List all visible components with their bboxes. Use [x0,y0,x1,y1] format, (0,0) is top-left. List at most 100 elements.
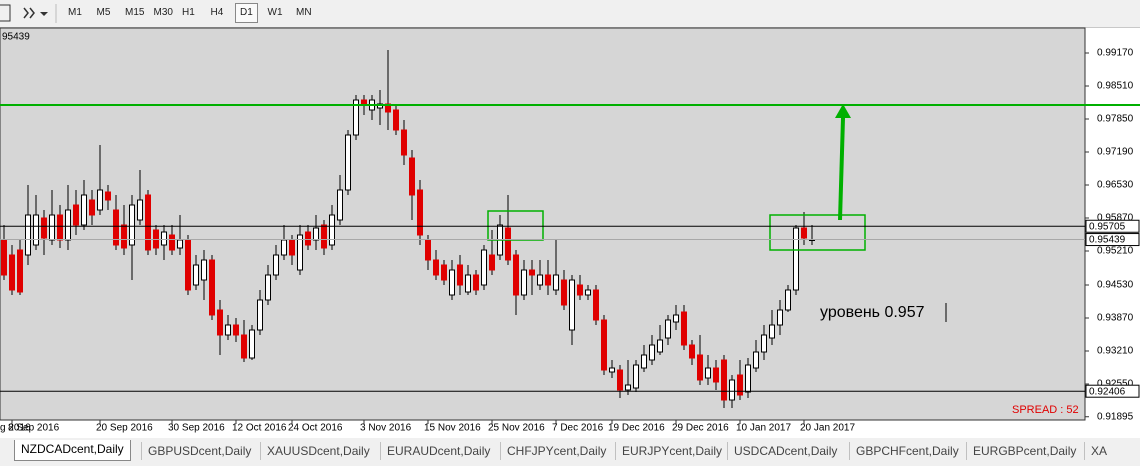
timeframe-button[interactable]: H4 [210,7,224,18]
candle-body [649,344,655,361]
chart-tab[interactable]: USDCADcent,Daily [727,442,843,460]
candle-body [73,204,79,226]
candle-body [105,191,111,201]
annotation: уровень 0.957 [820,304,925,321]
chart-tab[interactable]: XA [1084,442,1113,460]
candle-body [337,189,343,221]
candle-body [641,354,647,369]
candle-body [617,369,623,391]
candle-body [393,109,399,131]
candle-body [281,239,287,256]
candle-body [217,309,223,336]
level-label: 0.95439 [1089,235,1126,246]
arrow-head [835,104,851,118]
candle-body [577,284,583,296]
candle-body [265,274,271,301]
level-label-box [1085,233,1140,247]
x-tick-label: 29 Dec 2016 [672,423,729,434]
timeframe-button[interactable]: M1 [68,7,82,18]
y-tick-label: 0.97190 [1097,147,1134,158]
candle-body [545,274,551,286]
candle-body [569,279,575,331]
chart: 95439 уровень 0.957 SPREAD : 52 g 2016 0… [0,27,1140,438]
timeframe-button[interactable]: MN [296,7,312,18]
x-tick-label: 30 Sep 2016 [168,423,225,434]
candle-body [305,231,311,246]
candle-body [721,359,727,401]
candle-body [297,234,303,271]
x-tick-label: 10 Jan 2017 [736,423,791,434]
chart-tab[interactable]: GBPUSDcent,Daily [141,442,257,460]
candle-body [505,227,511,261]
candle-body [225,324,231,336]
x-tick-label: 19 Dec 2016 [608,423,665,434]
chart-tab[interactable]: GBPCHFcent,Daily [849,442,965,460]
candle-body [273,254,279,276]
candle-body [25,214,31,256]
candle-body [57,214,63,241]
timeframe-button[interactable]: H1 [182,7,195,18]
dropdown-icon[interactable] [40,12,48,16]
y-tick-label: 0.93210 [1097,346,1134,357]
level-label: 0.92406 [1089,386,1126,397]
toolbar-icons [0,4,57,23]
candle-body [793,227,799,291]
chart-tab[interactable]: EURJPYcent,Daily [615,442,728,460]
candle-body [89,199,95,216]
level-label: 0.95705 [1089,221,1126,232]
candle-body [241,334,247,359]
chart-tab[interactable]: EURAUDcent,Daily [380,442,496,460]
level-label-box [1085,219,1140,233]
candle-body [233,324,239,336]
x-tick-label: 20 Sep 2016 [96,423,153,434]
candle-body [417,189,423,236]
candle-body [129,204,135,246]
candle-body [113,209,119,246]
candle-body [713,367,719,383]
timeframe-button[interactable]: W1 [267,7,283,18]
candle-body [601,319,607,371]
chart-tab[interactable]: CHFJPYcent,Daily [500,442,612,460]
candle-body [753,351,759,369]
candle-body [449,269,455,296]
candle-body [185,239,191,291]
x-tick-label: 15 Nov 2016 [424,423,481,434]
candle-body [353,99,359,136]
candle-body [33,214,39,246]
chart-tab[interactable]: EURGBPcent,Daily [966,442,1082,460]
candle-body [1,239,7,276]
x-tick-label: 20 Jan 2017 [800,423,855,434]
highlight-box [769,214,866,251]
chart-tab[interactable]: XAUUSDcent,Daily [260,442,376,460]
candle-body [201,259,207,281]
tab-bar: NZDCADcent,Daily GBPUSDcent,Daily XAUUSDce… [0,438,1140,466]
candle-body [633,364,639,389]
candle-body [257,299,263,331]
candle-body [481,249,487,286]
timeframe-button[interactable]: M5 [96,7,111,18]
timeframe-button[interactable]: M15 [125,7,145,18]
timeframe-button[interactable]: M30 [153,7,173,18]
tool-icon[interactable] [23,7,35,19]
tool-icon[interactable] [0,4,11,22]
y-tick-label: 0.91895 [1097,411,1134,422]
y-tick-label: 0.93870 [1097,313,1134,324]
candle-body [209,259,215,316]
y-tick-label: 0.95210 [1097,246,1134,257]
y-tick-label: 0.96530 [1097,180,1134,191]
x-tick-label: 12 Oct 2016 [232,423,287,434]
candle-body [593,289,599,321]
timeframe-button[interactable]: D1 [235,3,258,23]
candle-body [769,324,775,339]
chart-tab[interactable]: NZDCADcent,Daily [14,440,131,461]
candle-body [49,214,55,241]
candle-body [409,157,415,196]
level-label-box [1085,384,1140,398]
candle-body [97,189,103,211]
x-tick-label: 25 Nov 2016 [488,423,545,434]
candle-body [745,364,751,393]
candle-body [433,259,439,276]
candle-body [761,334,767,353]
candle-body [313,227,319,241]
